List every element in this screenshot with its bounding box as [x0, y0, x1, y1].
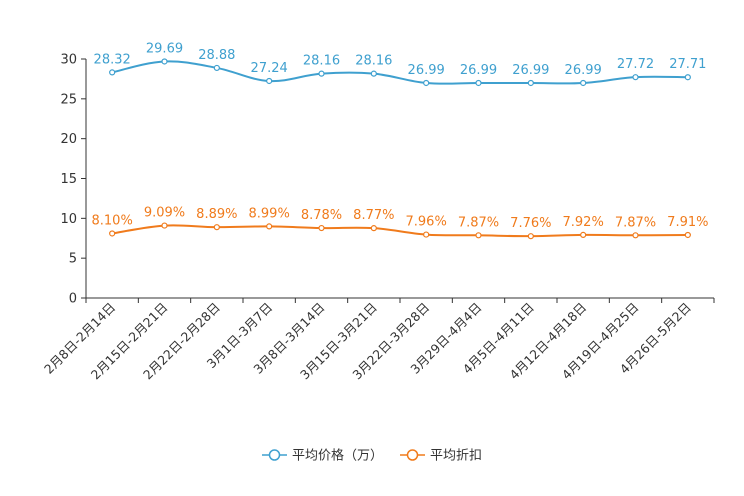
data-label: 26.99: [460, 63, 497, 78]
series-1: 8.10% 9.09% 8.89% 8.99% 8.78% 8.77% 7.96% 7.87%…: [92, 206, 708, 240]
data-label: 8.10%: [92, 213, 133, 228]
data-point: [632, 232, 639, 239]
legend-marker-icon: [406, 449, 419, 461]
y-tick-label: 15: [60, 172, 77, 187]
legend-label: 平均价格（万）: [292, 448, 383, 464]
data-label: 9.09%: [144, 206, 185, 221]
y-tick-label: 25: [60, 92, 77, 107]
data-point: [266, 223, 273, 230]
data-label: 7.87%: [615, 215, 656, 230]
data-point: [423, 79, 430, 87]
data-label: 8.89%: [196, 207, 237, 222]
data-point: [370, 225, 377, 232]
data-label: 26.99: [512, 63, 549, 78]
data-label: 7.96%: [406, 215, 447, 230]
y-tick-label: 20: [60, 132, 77, 147]
y-tick-label: 5: [69, 252, 77, 267]
data-label: 28.16: [355, 54, 392, 69]
y-tick-label: 10: [60, 212, 77, 227]
data-point: [161, 222, 168, 229]
data-label: 28.88: [198, 48, 235, 63]
legend: 平均价格（万） 平均折扣: [262, 448, 482, 464]
series-line: [112, 224, 688, 238]
data-label: 7.87%: [458, 215, 499, 230]
data-point: [527, 79, 534, 87]
data-label: 27.72: [617, 57, 654, 72]
data-point: [161, 58, 168, 65]
data-point: [527, 233, 534, 240]
data-point: [109, 230, 116, 237]
data-point: [318, 70, 325, 77]
data-point: [213, 224, 220, 231]
y-tick-label: 0: [69, 292, 77, 307]
series-line: [111, 60, 688, 85]
data-label: 7.76%: [510, 216, 551, 231]
series-layer: 28.32 29.69 28.88 27.24 28.16 28.16 26.99 26.99…: [92, 41, 708, 240]
data-point: [684, 231, 691, 239]
data-point: [580, 231, 587, 239]
data-label: 26.99: [565, 63, 602, 78]
data-label: 8.99%: [249, 206, 290, 221]
data-point: [580, 79, 587, 87]
data-label: 8.77%: [353, 208, 394, 223]
data-point: [684, 74, 691, 81]
data-label: 7.91%: [667, 215, 708, 230]
legend-label: 平均折扣: [430, 449, 482, 464]
data-point: [109, 69, 116, 76]
legend-marker-icon: [268, 449, 281, 461]
data-point: [213, 64, 220, 72]
data-point: [370, 70, 377, 77]
legend-item-1: 平均折扣: [400, 449, 482, 464]
data-label: 27.24: [251, 61, 288, 76]
data-label: 26.99: [408, 63, 445, 78]
data-point: [423, 231, 430, 238]
data-point: [632, 74, 639, 81]
data-point: [266, 77, 273, 85]
data-label: 28.32: [94, 52, 131, 67]
data-point: [475, 79, 482, 87]
series-0: 28.32 29.69 28.88 27.24 28.16 28.16 26.99 26.99…: [94, 41, 706, 87]
data-label: 28.16: [303, 54, 340, 69]
data-label: 29.69: [146, 41, 183, 56]
legend-item-0: 平均价格（万）: [262, 448, 383, 464]
data-label: 7.92%: [563, 215, 604, 230]
data-point: [475, 232, 482, 239]
y-tick-label: 30: [60, 53, 77, 68]
data-label: 8.78%: [301, 208, 342, 223]
data-point: [318, 224, 325, 232]
data-label: 27.71: [669, 57, 706, 72]
